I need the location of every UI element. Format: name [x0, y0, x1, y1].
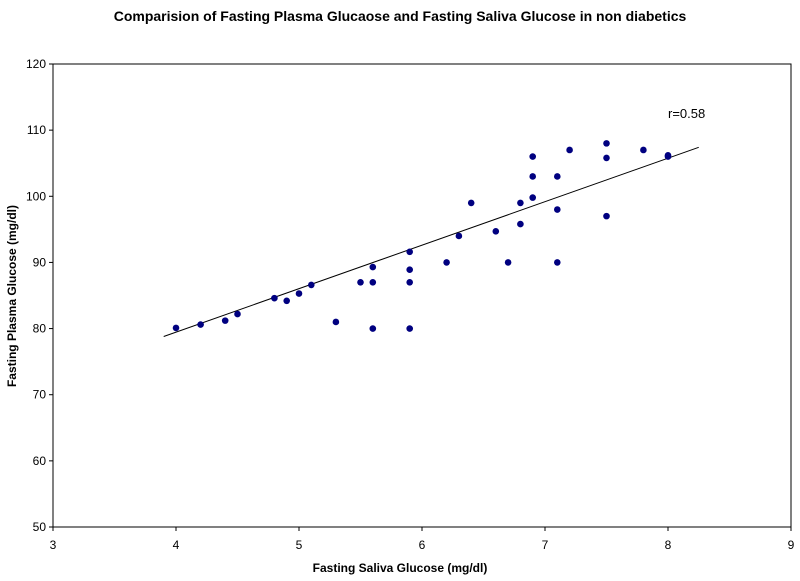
- data-point: [357, 278, 364, 286]
- data-point: [529, 173, 536, 180]
- data-point: [283, 297, 291, 305]
- data-point: [492, 228, 500, 235]
- data-point: [406, 278, 414, 286]
- data-point: [554, 206, 561, 213]
- x-axis-ticks: 3 4 5 6 7 8 9: [50, 527, 795, 552]
- plot-area: [52, 63, 792, 528]
- data-point: [504, 259, 512, 266]
- y-axis-ticks: 50 60 70 80 90 100 110 120: [26, 57, 53, 534]
- data-point: [332, 318, 340, 326]
- data-point: [529, 194, 536, 201]
- x-tick-label: 7: [542, 538, 549, 552]
- data-point: [467, 199, 475, 207]
- trendline: [163, 146, 699, 337]
- x-tick-label: 9: [788, 538, 795, 552]
- data-point: [406, 248, 414, 256]
- data-point: [406, 266, 414, 274]
- data-point: [443, 259, 450, 266]
- chart-title: Comparision of Fasting Plasma Glucaose a…: [113, 8, 687, 24]
- x-axis-title: Fasting Saliva Glucose (mg/dl): [312, 561, 488, 575]
- data-point: [554, 259, 561, 266]
- y-tick-label: 110: [27, 123, 46, 137]
- data-point: [369, 263, 377, 271]
- data-point: [295, 290, 303, 297]
- data-point: [406, 325, 414, 332]
- data-points: [172, 140, 672, 332]
- y-tick-label: 60: [33, 454, 47, 468]
- data-point: [566, 146, 573, 154]
- y-tick-label: 100: [26, 189, 46, 203]
- x-tick-label: 4: [173, 538, 180, 552]
- data-point: [640, 146, 647, 154]
- data-point: [172, 324, 180, 332]
- data-point: [221, 317, 229, 324]
- data-point: [197, 321, 204, 328]
- data-point: [369, 278, 377, 286]
- x-tick-label: 6: [419, 538, 426, 552]
- x-tick-label: 8: [665, 538, 672, 552]
- x-tick-label: 3: [50, 538, 57, 552]
- data-point: [554, 173, 561, 180]
- data-point: [664, 153, 672, 160]
- correlation-annotation: r=0.58: [668, 106, 705, 121]
- data-point: [517, 220, 524, 228]
- data-point: [271, 294, 278, 302]
- data-point: [529, 153, 536, 160]
- x-tick-label: 5: [296, 538, 303, 552]
- y-axis-title: Fasting Plasma Glucose (mg/dl): [5, 204, 19, 388]
- data-point: [603, 212, 610, 220]
- y-tick-label: 120: [26, 57, 46, 71]
- y-tick-label: 70: [33, 388, 47, 402]
- y-tick-label: 50: [33, 520, 47, 534]
- data-point: [369, 325, 377, 332]
- data-point: [308, 281, 315, 289]
- y-tick-label: 90: [33, 255, 47, 269]
- y-tick-label: 80: [33, 322, 47, 336]
- data-point: [455, 232, 463, 240]
- data-point: [517, 199, 524, 207]
- data-point: [234, 310, 241, 318]
- data-point: [603, 140, 610, 147]
- data-point: [603, 154, 610, 162]
